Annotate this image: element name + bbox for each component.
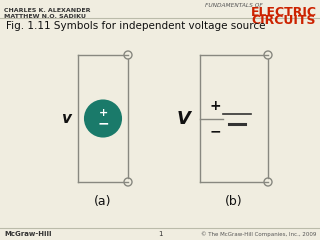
Text: MATTHEW N.O. SADIKU: MATTHEW N.O. SADIKU	[4, 14, 86, 19]
Text: FUNDAMENTALS OF: FUNDAMENTALS OF	[205, 3, 263, 8]
Text: McGraw-Hill: McGraw-Hill	[4, 231, 52, 237]
Text: V: V	[177, 109, 191, 127]
Circle shape	[85, 101, 121, 137]
Text: CIRCUITS: CIRCUITS	[251, 14, 316, 27]
Text: +: +	[210, 98, 221, 113]
Circle shape	[264, 178, 272, 186]
Text: (b): (b)	[225, 196, 243, 209]
Circle shape	[264, 51, 272, 59]
Text: −: −	[97, 116, 109, 131]
Text: v: v	[61, 111, 71, 126]
Circle shape	[124, 51, 132, 59]
Circle shape	[124, 178, 132, 186]
Text: 1: 1	[158, 231, 162, 237]
Text: +: +	[98, 108, 108, 118]
Text: Fig. 1.11 Symbols for independent voltage source: Fig. 1.11 Symbols for independent voltag…	[6, 21, 266, 31]
Text: (a): (a)	[94, 196, 112, 209]
Text: CHARLES K. ALEXANDER: CHARLES K. ALEXANDER	[4, 8, 91, 13]
Text: ELECTRIC: ELECTRIC	[251, 6, 317, 19]
Text: © The McGraw-Hill Companies, Inc., 2009: © The McGraw-Hill Companies, Inc., 2009	[201, 231, 316, 237]
Text: −: −	[210, 125, 221, 138]
